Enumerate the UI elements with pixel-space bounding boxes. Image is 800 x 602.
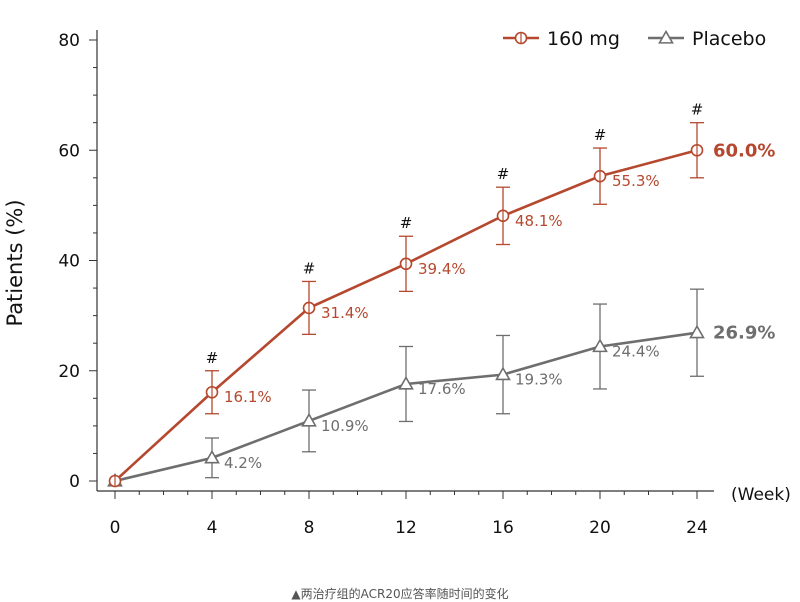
significance-mark: # <box>206 349 219 367</box>
x-tick-label: 4 <box>207 518 218 538</box>
significance-mark: # <box>691 101 704 119</box>
x-tick-label: 12 <box>395 518 417 538</box>
data-label: 24.4% <box>612 342 660 360</box>
data-label: 4.2% <box>224 454 262 472</box>
series-layer: 4.2% 10.9% 17.6% 19.3% 24.4% 26.9% 16.1% 31.4% 3… <box>107 101 775 488</box>
y-tick-label: 60 <box>58 141 80 161</box>
legend-marker <box>658 29 674 44</box>
series-line <box>114 148 698 482</box>
data-point <box>301 412 317 427</box>
legend-item: 160 mg <box>503 28 620 50</box>
data-label: 19.3% <box>515 371 563 389</box>
x-axis-title: (Week) <box>731 485 791 505</box>
data-label: 60.0% <box>713 140 775 161</box>
significance-mark: # <box>303 259 316 277</box>
data-label: 31.4% <box>321 304 369 322</box>
y-axis-title: Patients (%) <box>3 199 27 326</box>
significance-mark: # <box>400 214 413 232</box>
significance-mark: # <box>497 165 510 183</box>
y-tick-label: 40 <box>58 252 80 272</box>
data-label: 55.3% <box>612 172 660 190</box>
legend: 160 mg Placebo <box>503 28 766 50</box>
data-label: 16.1% <box>224 388 272 406</box>
ticks: 0 20 40 60 80 0 4 8 12 16 20 24 <box>58 31 707 538</box>
x-tick-label: 20 <box>589 518 611 538</box>
data-label: 17.6% <box>418 380 466 398</box>
legend-item: Placebo <box>648 28 766 50</box>
data-point <box>204 449 220 464</box>
series-160mg: 16.1% 31.4% 39.4% 48.1% 55.3% 60.0% # # # # # # <box>108 101 775 488</box>
series-placebo: 4.2% 10.9% 17.6% 19.3% 24.4% 26.9% <box>107 288 775 487</box>
data-label: 39.4% <box>418 260 466 278</box>
line-chart: 0 20 40 60 80 0 4 8 12 16 20 24 Patients (%) (Week)… <box>3 28 791 538</box>
x-tick-label: 16 <box>492 518 514 538</box>
data-label: 10.9% <box>321 417 369 435</box>
x-tick-label: 24 <box>686 518 708 538</box>
significance-mark: # <box>594 126 607 144</box>
data-point <box>592 338 608 353</box>
legend-label: Placebo <box>692 28 766 50</box>
data-label: 48.1% <box>515 212 563 230</box>
legend-label: 160 mg <box>547 28 620 50</box>
data-point <box>495 366 511 381</box>
data-point <box>689 324 705 339</box>
y-tick-label: 20 <box>58 362 80 382</box>
x-tick-label: 8 <box>304 518 315 538</box>
data-label: 26.9% <box>713 323 775 344</box>
data-point <box>398 375 414 390</box>
y-tick-label: 0 <box>69 472 80 492</box>
figure-caption: ▲两治疗组的ACR20应答率随时间的变化 <box>291 587 509 601</box>
y-tick-label: 80 <box>58 31 80 51</box>
x-tick-label: 0 <box>110 518 121 538</box>
